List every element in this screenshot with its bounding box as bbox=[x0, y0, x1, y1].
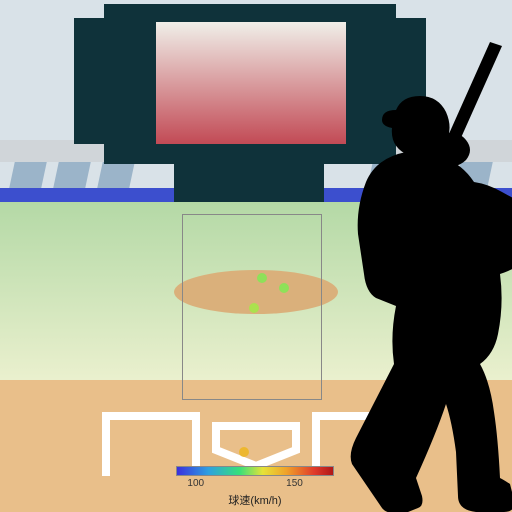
pitch-dot bbox=[279, 283, 289, 293]
velocity-axis-title: 球速(km/h) bbox=[228, 492, 281, 508]
pitch-dot bbox=[239, 447, 249, 457]
pitch-dot bbox=[249, 303, 259, 313]
velocity-tick-label: 100 bbox=[187, 478, 204, 489]
baseball-pitch-chart: 100 150 球速(km/h) bbox=[0, 0, 512, 512]
pitch-dot bbox=[257, 273, 267, 283]
velocity-tick-label: 150 bbox=[286, 478, 303, 489]
batter-silhouette bbox=[310, 42, 512, 512]
